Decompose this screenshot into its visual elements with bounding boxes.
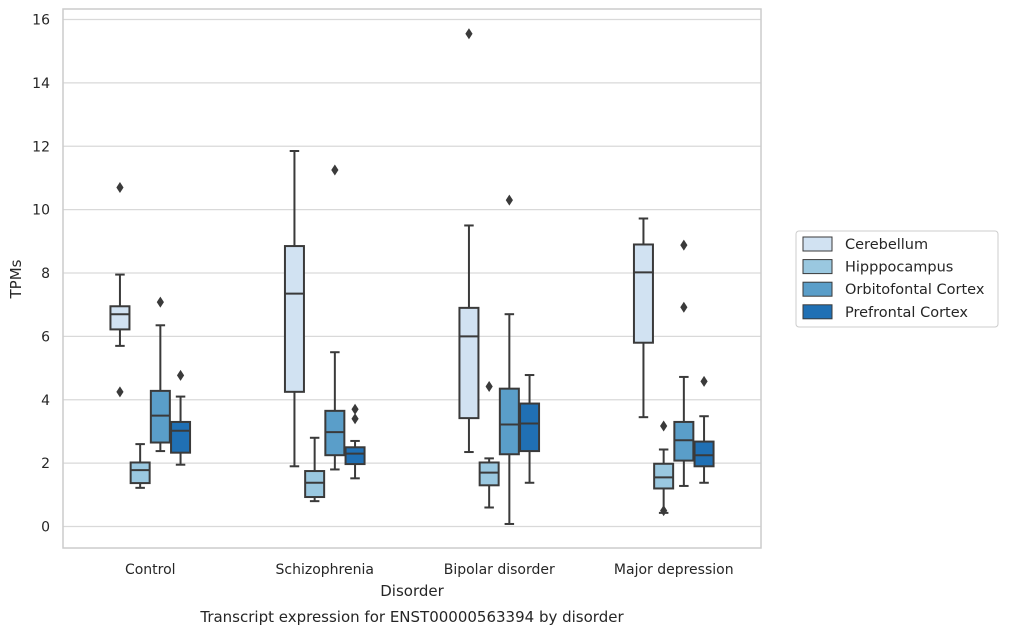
x-tick-labels: Control Schizophrenia Bipolar disorder Majo…: [125, 562, 734, 578]
outlier-point: [176, 369, 185, 381]
legend-label: Prefrontal Cortex: [845, 305, 968, 321]
box-group: [653, 420, 675, 517]
outlier-point: [116, 181, 124, 193]
series-prefrontal-cortex: [170, 369, 715, 484]
box-iqr: [478, 461, 500, 487]
box-iqr: [693, 440, 715, 468]
box-group: [109, 181, 131, 398]
y-axis-title: TPMs: [7, 259, 25, 299]
box-group: [458, 28, 480, 454]
x-tick-label: Control: [125, 562, 176, 578]
x-tick-label: Major depression: [614, 562, 734, 578]
box-group: [632, 217, 654, 419]
x-tick-label: Bipolar disorder: [444, 562, 555, 578]
legend-item: Prefrontal Cortex: [802, 304, 968, 321]
outlier-point: [700, 375, 708, 387]
y-tick-label: 0: [41, 520, 50, 536]
outlier-point: [660, 505, 668, 517]
box-group: [324, 164, 346, 471]
box-iqr: [109, 305, 131, 331]
x-axis-title: Disorder: [380, 582, 444, 600]
box-iqr: [344, 446, 366, 466]
series-cerebellum: [109, 28, 654, 468]
y-tick-label: 12: [32, 139, 50, 155]
box-iqr: [129, 461, 151, 485]
box-group: [693, 375, 715, 484]
legend-frame: [795, 230, 999, 328]
legend: Cerebellum Hipppocampus Orbitofontal Corte…: [795, 230, 999, 328]
outlier-point: [505, 194, 513, 206]
box-group: [170, 369, 192, 466]
box-iqr: [653, 462, 675, 490]
legend-label: Cerebellum: [845, 237, 928, 253]
plot-area-frame: [62, 8, 762, 549]
legend-item: Cerebellum: [802, 236, 928, 253]
y-tick-label: 14: [32, 76, 50, 92]
y-tick-label: 8: [41, 266, 50, 282]
box-group: [519, 374, 541, 484]
box-group: [478, 380, 500, 509]
outlier-point: [465, 28, 473, 40]
box-series: [109, 28, 715, 525]
legend-item: Orbitofontal Cortex: [802, 281, 985, 298]
box-group: [129, 443, 151, 489]
grid-lines: [63, 18, 761, 528]
y-tick-label: 4: [41, 393, 50, 409]
outlier-point: [156, 296, 164, 308]
outlier-point: [331, 164, 339, 176]
y-tick-label: 2: [41, 456, 50, 472]
y-tick-label: 16: [32, 13, 50, 29]
outlier-point: [485, 380, 493, 392]
box-group: [673, 239, 695, 487]
box-iqr: [170, 420, 192, 454]
series-orbitofontal-cortex: [149, 164, 695, 525]
series-hipppocampus: [129, 380, 675, 517]
outlier-point: [351, 413, 359, 425]
box-group: [283, 150, 305, 468]
outlier-point: [351, 403, 359, 415]
y-tick-labels: 0 2 4 6 8 10 12 14 16: [32, 13, 50, 536]
box-iqr: [498, 387, 520, 456]
chart-caption: Transcript expression for ENST0000056339…: [199, 608, 624, 626]
legend-swatch: [802, 304, 833, 320]
box-group: [498, 194, 520, 525]
outlier-point: [116, 386, 124, 398]
box-iqr: [632, 243, 654, 344]
legend-swatch: [802, 259, 833, 275]
box-iqr: [149, 389, 171, 444]
legend-item: Hipppocampus: [802, 259, 953, 276]
legend-label: Orbitofontal Cortex: [845, 282, 985, 298]
box-iqr: [458, 306, 480, 420]
box-iqr: [519, 402, 541, 453]
x-tick-label: Schizophrenia: [276, 562, 374, 578]
box-group: [149, 296, 171, 453]
outlier-point: [660, 420, 668, 432]
y-tick-label: 10: [32, 203, 50, 219]
legend-swatch: [802, 281, 833, 297]
box-iqr: [304, 470, 326, 499]
box-iqr: [283, 245, 305, 393]
box-group: [344, 403, 366, 480]
box-group: [304, 436, 326, 503]
outlier-point: [680, 239, 688, 251]
outlier-point: [680, 301, 688, 313]
legend-label: Hipppocampus: [845, 260, 953, 276]
y-tick-label: 6: [41, 329, 50, 345]
legend-swatch: [802, 236, 833, 252]
